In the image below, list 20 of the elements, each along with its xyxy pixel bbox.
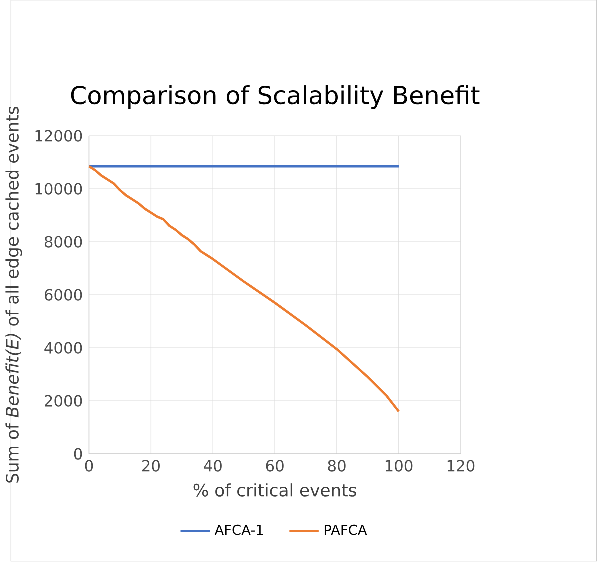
y-tick-label: 8000 [44,236,82,248]
x-axis-title: % of critical events [194,484,356,497]
y-tick-label: 10000 [36,183,82,195]
x-tick-label: 100 [386,460,413,472]
y-tick-label: 4000 [44,342,82,354]
legend-label: PAFCA [324,524,368,536]
y-tick-label: 2000 [45,395,82,408]
y-tick-label: 0 [74,448,82,460]
y-axis-title: Sum of Benefit(E) of all edge cached events [6,107,22,483]
x-tick-label: 60 [266,460,284,472]
x-tick-label: 120 [448,460,475,472]
x-tick-label: 80 [328,460,346,472]
y-tick-label: 12000 [36,130,82,142]
legend-label: AFCA-1 [214,524,264,536]
chart-title: Comparison of Scalability Benefit [71,86,480,110]
x-tick-label: 0 [85,460,94,472]
line-series [88,165,400,413]
y-tick-label: 6000 [44,289,82,302]
x-tick-label: 20 [142,460,160,472]
x-tick-label: 40 [204,460,222,472]
